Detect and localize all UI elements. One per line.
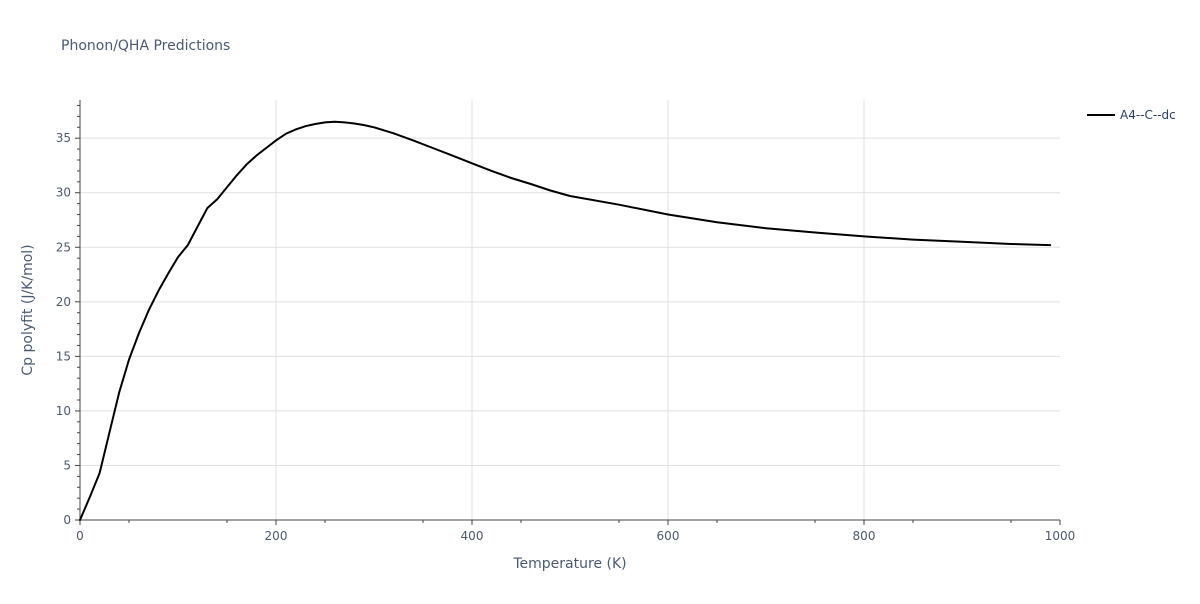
y-axis-title: Cp polyfit (J/K/mol)	[20, 244, 36, 375]
legend[interactable]: A4--C--dc	[1087, 108, 1176, 122]
x-tick-label: 200	[265, 529, 288, 543]
x-tick-label: 600	[657, 529, 680, 543]
x-tick-label: 800	[853, 529, 876, 543]
grid-layer	[80, 100, 1060, 520]
series-layer	[79, 120, 1052, 521]
x-tick-label: 400	[461, 529, 484, 543]
y-tick-label: 0	[63, 513, 71, 527]
series-line-a4-c-dc[interactable]	[79, 120, 1052, 521]
y-tick-label: 10	[56, 404, 71, 418]
x-tick-label: 1000	[1045, 529, 1076, 543]
y-tick-label: 35	[56, 131, 71, 145]
x-tick-label: 0	[76, 529, 84, 543]
y-tick-label: 15	[56, 349, 71, 363]
y-tick-label: 5	[63, 458, 71, 472]
y-tick-label: 20	[56, 295, 71, 309]
legend-label-a4-c-dc: A4--C--dc	[1120, 108, 1176, 122]
chart-title: Phonon/QHA Predictions	[61, 38, 230, 54]
x-axis-title: Temperature (K)	[512, 556, 626, 572]
y-tick-label: 25	[56, 240, 71, 254]
ticks-layer: 0 5 10 15 20 25 30 35 0 200 400 600 800 1000	[56, 104, 1076, 543]
axes-layer	[79, 100, 1060, 521]
y-tick-label: 30	[56, 186, 71, 200]
